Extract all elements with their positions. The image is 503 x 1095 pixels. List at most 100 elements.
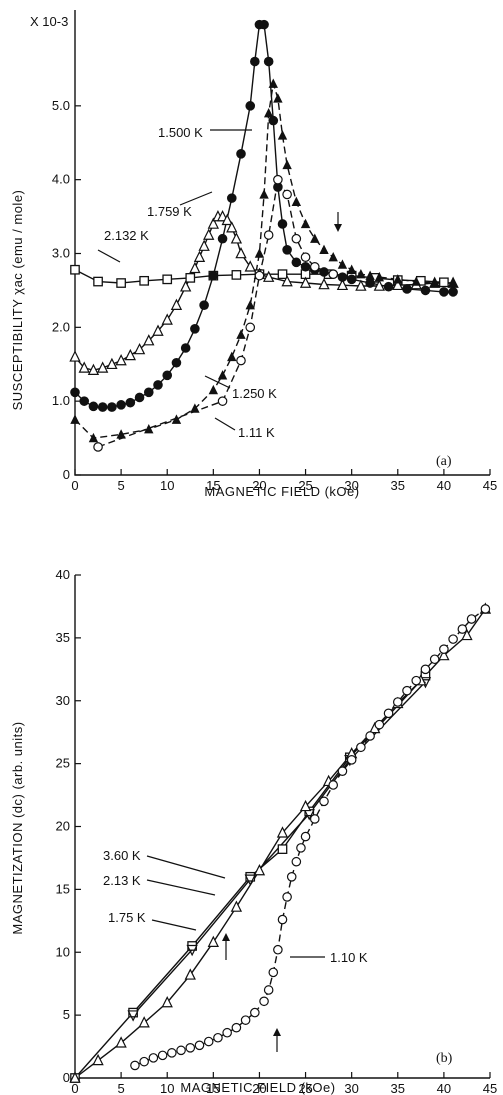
arrowhead-up-b1 [222, 933, 230, 941]
x-tick-label: 45 [483, 478, 497, 493]
data-point-s3 [439, 644, 449, 654]
data-point-s3 [273, 93, 283, 103]
data-point-s1 [124, 348, 137, 361]
panel-b-ticks [74, 574, 491, 1079]
y-tick-label: 25 [56, 756, 70, 771]
panel-b-y-tick-labels: 0 5 10 15 20 25 30 35 40 [56, 567, 70, 1085]
y-tick-label: 2.0 [52, 319, 70, 334]
data-point-s3 [282, 159, 292, 170]
y-tick-label: 0 [63, 467, 70, 482]
data-point-s1 [392, 278, 404, 291]
data-point-s3 [194, 1040, 205, 1051]
data-point-s2 [448, 287, 458, 297]
data-point-s3 [250, 1007, 260, 1018]
data-point-s3 [480, 604, 491, 614]
x-tick-label: 20 [252, 478, 266, 493]
panel-a: 0 5 10 15 20 25 30 35 40 45 0 1.0 2.0 3.0 4.0 5.0 X 10… [10, 10, 497, 499]
panel-a-y-tick-labels: 0 1.0 2.0 3.0 4.0 5.0 [52, 98, 70, 482]
data-point-s0 [277, 269, 288, 280]
x-tick-label: 5 [117, 1081, 124, 1095]
panel-a-markers [69, 19, 459, 452]
data-point-s1 [244, 874, 256, 886]
data-point-s3 [365, 731, 375, 741]
data-point-s3 [268, 78, 278, 88]
x-tick-label: 30 [344, 1081, 358, 1095]
data-point-s3 [203, 1036, 214, 1047]
data-point-s4 [282, 189, 292, 200]
panel-b-label: (b) [436, 1051, 453, 1066]
data-point-s0 [93, 276, 103, 287]
y-tick-label: 5.0 [52, 98, 70, 113]
label-2132K: 2.132 K [104, 228, 149, 243]
x-tick-label: 20 [252, 1081, 266, 1095]
data-point-s3 [448, 277, 458, 288]
data-point-s3 [286, 871, 297, 882]
arrow-213K [146, 879, 216, 896]
data-point-s1 [336, 278, 349, 291]
data-point-s3 [176, 1045, 186, 1056]
data-point-s4 [300, 252, 311, 262]
data-point-s2 [138, 1016, 150, 1028]
data-point-s0 [139, 275, 150, 286]
data-point-s3 [429, 277, 440, 288]
data-point-s3 [457, 624, 468, 634]
data-point-s2 [208, 270, 219, 281]
data-point-s3 [356, 742, 366, 753]
data-point-s2 [88, 401, 99, 412]
data-point-s3 [393, 274, 403, 284]
data-point-s3 [429, 654, 440, 665]
data-point-s4 [217, 396, 228, 406]
data-point-s3 [245, 299, 255, 310]
data-point-s3 [337, 259, 348, 269]
label-110K: 1.10 K [330, 950, 368, 965]
data-point-s4 [93, 442, 103, 452]
data-point-s4 [245, 322, 256, 333]
data-point-s2 [245, 101, 256, 111]
data-point-s1 [203, 228, 215, 240]
y-tick-label: 3.0 [52, 246, 70, 261]
data-point-s2 [107, 402, 117, 412]
data-point-s3 [227, 351, 237, 362]
label-111K: 1.11 K [238, 425, 275, 440]
data-point-s2 [92, 1053, 104, 1066]
data-point-s2 [438, 648, 450, 661]
data-point-s1 [299, 276, 312, 288]
arrow-111K [214, 417, 236, 431]
label-1500K: 1.500 K [158, 125, 203, 140]
data-point-s2 [134, 392, 145, 403]
panel-a-label: (a) [436, 454, 452, 469]
data-point-s3 [263, 108, 274, 118]
data-point-s2 [226, 193, 237, 203]
label-1759K: 1.759 K [147, 204, 192, 219]
data-point-s2 [79, 396, 90, 406]
data-point-s3 [466, 614, 477, 624]
data-point-s3 [392, 697, 403, 707]
x-tick-label: 15 [206, 478, 220, 493]
data-point-s1 [221, 213, 233, 226]
data-point-s1 [78, 361, 90, 373]
panel-a-multiplier: X 10-3 [30, 14, 68, 29]
arrow-1759K [179, 191, 213, 206]
data-point-s3 [383, 708, 394, 719]
x-tick-label: 25 [298, 1081, 312, 1095]
y-tick-label: 4.0 [52, 172, 70, 187]
data-point-s2 [268, 115, 279, 126]
data-point-s3 [88, 432, 99, 443]
data-point-s3 [365, 270, 375, 280]
data-point-s1 [244, 260, 256, 272]
data-point-s3 [310, 233, 320, 243]
panel-a-x-tick-labels: 0 5 10 15 20 25 30 35 40 45 [71, 478, 497, 493]
data-point-s2 [277, 219, 288, 229]
data-point-s3 [167, 1048, 177, 1058]
data-point-s3 [240, 1015, 251, 1025]
data-point-s1 [230, 232, 243, 244]
data-point-s2 [420, 285, 431, 296]
data-point-s2 [299, 799, 312, 812]
data-point-s3 [374, 271, 385, 282]
data-point-s2 [230, 900, 243, 912]
label-1250K: 1.250 K [232, 386, 277, 401]
data-point-s2 [116, 400, 126, 410]
y-tick-label: 20 [56, 819, 70, 834]
data-point-s1 [318, 277, 330, 290]
data-point-s2 [263, 56, 274, 67]
